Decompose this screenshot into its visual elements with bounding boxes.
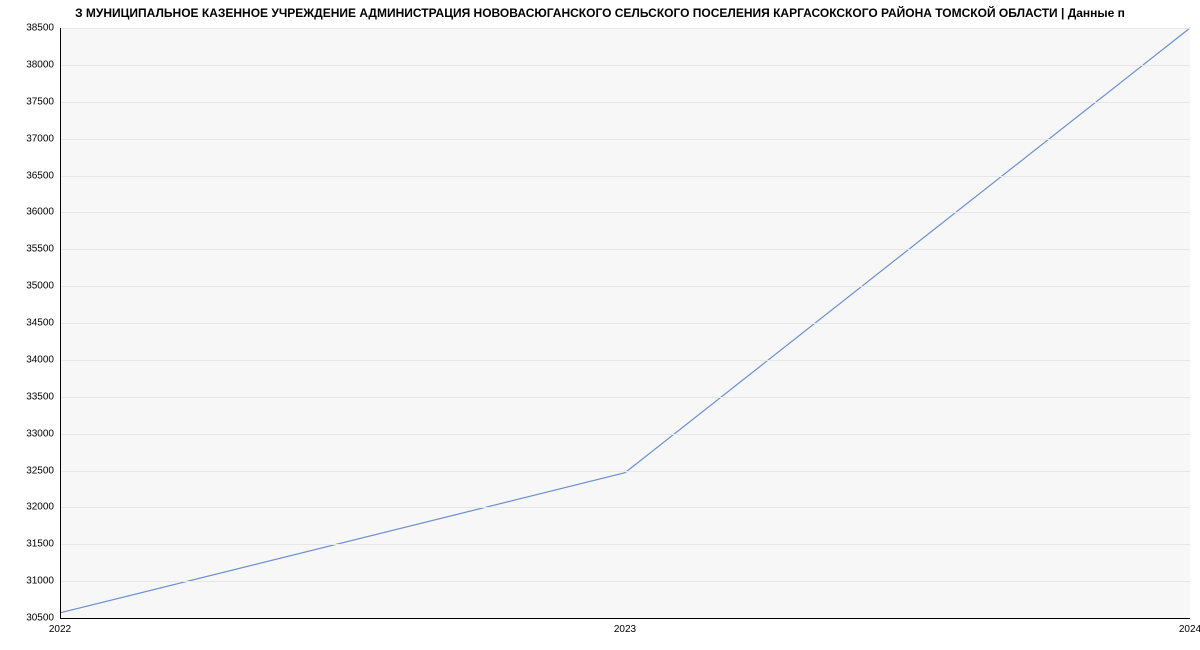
y-tick-label: 34000 [26, 354, 54, 365]
series-line [60, 28, 1190, 613]
y-tick-label: 30500 [26, 613, 54, 624]
gridline [60, 507, 1190, 508]
y-tick-label: 33000 [26, 428, 54, 439]
y-tick-label: 34500 [26, 318, 54, 329]
y-tick-label: 31000 [26, 576, 54, 587]
gridline [60, 28, 1190, 29]
gridline [60, 102, 1190, 103]
y-tick-label: 35000 [26, 281, 54, 292]
y-tick-label: 36000 [26, 207, 54, 218]
gridline [60, 581, 1190, 582]
gridline [60, 286, 1190, 287]
y-tick-label: 36500 [26, 170, 54, 181]
gridline [60, 139, 1190, 140]
y-tick-label: 33500 [26, 391, 54, 402]
x-tick-label: 2022 [49, 624, 71, 635]
chart-container: З МУНИЦИПАЛЬНОЕ КАЗЕННОЕ УЧРЕЖДЕНИЕ АДМИ… [0, 0, 1200, 650]
gridline [60, 397, 1190, 398]
x-axis-line [60, 618, 1190, 619]
gridline [60, 323, 1190, 324]
y-tick-label: 32000 [26, 502, 54, 513]
y-tick-label: 32500 [26, 465, 54, 476]
y-tick-label: 38500 [26, 23, 54, 34]
y-tick-label: 38000 [26, 59, 54, 70]
chart-title: З МУНИЦИПАЛЬНОЕ КАЗЕННОЕ УЧРЕЖДЕНИЕ АДМИ… [0, 6, 1200, 20]
plot-area: 3050031000315003200032500330003350034000… [60, 28, 1190, 618]
y-axis-line [60, 28, 61, 618]
gridline [60, 544, 1190, 545]
gridline [60, 471, 1190, 472]
y-tick-label: 35500 [26, 244, 54, 255]
gridline [60, 434, 1190, 435]
gridline [60, 360, 1190, 361]
x-tick-label: 2024 [1179, 624, 1200, 635]
gridline [60, 65, 1190, 66]
x-tick-label: 2023 [614, 624, 636, 635]
y-tick-label: 37000 [26, 133, 54, 144]
gridline [60, 249, 1190, 250]
y-tick-label: 31500 [26, 539, 54, 550]
gridline [60, 212, 1190, 213]
y-tick-label: 37500 [26, 96, 54, 107]
gridline [60, 176, 1190, 177]
